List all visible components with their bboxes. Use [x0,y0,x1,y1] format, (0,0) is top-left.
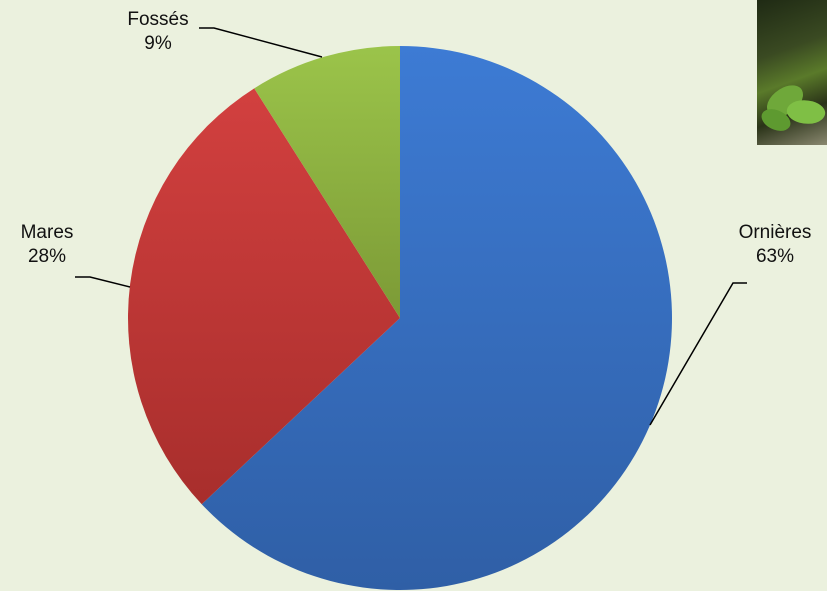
slice-value-mares: 28% [27,246,67,267]
pie-slice-ornieres [201,46,673,590]
leader-line-mares [75,276,131,288]
pie-slice-mares [127,88,400,505]
slice-value-ornieres: 63% [755,246,795,267]
leader-line-fosses [199,27,323,58]
slice-name-ornieres: Ornières [738,222,812,243]
photo-thumbnail [757,0,827,145]
slice-value-fosses: 9% [144,33,172,54]
slice-label-ornieres: Ornières 63% [723,221,827,269]
slice-label-fosses: Fossés 9% [115,8,201,56]
slice-name-fosses: Fossés [127,9,189,30]
pie-slice-fosses [254,46,400,318]
slice-label-mares: Mares 28% [5,221,89,269]
leader-line-ornieres [649,282,747,426]
slice-name-mares: Mares [20,222,74,243]
